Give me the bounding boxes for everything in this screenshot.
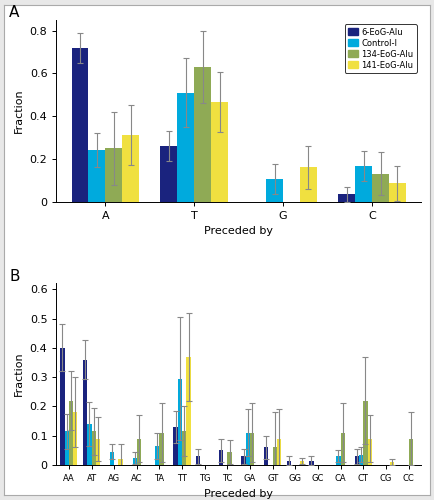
- Bar: [227, 452, 232, 465]
- Bar: [110, 452, 114, 465]
- Bar: [89, 150, 105, 202]
- Bar: [105, 148, 122, 202]
- Bar: [132, 458, 137, 465]
- Bar: [309, 460, 314, 465]
- Bar: [96, 438, 100, 465]
- Bar: [211, 102, 228, 202]
- Text: A: A: [9, 6, 20, 20]
- Bar: [359, 454, 363, 465]
- Bar: [299, 460, 304, 465]
- Bar: [390, 462, 395, 465]
- Bar: [178, 92, 194, 202]
- Bar: [83, 360, 87, 465]
- Bar: [363, 400, 368, 465]
- Bar: [408, 438, 413, 465]
- Bar: [137, 438, 141, 465]
- Bar: [161, 146, 178, 202]
- Bar: [69, 400, 73, 465]
- Bar: [355, 166, 372, 202]
- Bar: [194, 67, 211, 202]
- Y-axis label: Fraction: Fraction: [14, 88, 24, 133]
- Bar: [73, 412, 78, 465]
- Bar: [246, 433, 250, 465]
- Y-axis label: Fraction: Fraction: [14, 352, 24, 397]
- Bar: [72, 48, 89, 202]
- X-axis label: Preceded by: Preceded by: [204, 488, 273, 498]
- Bar: [219, 450, 223, 465]
- Bar: [264, 448, 268, 465]
- Bar: [277, 438, 281, 465]
- Bar: [287, 460, 291, 465]
- Bar: [338, 194, 355, 202]
- Bar: [178, 378, 182, 465]
- Bar: [92, 432, 96, 465]
- Bar: [122, 136, 139, 202]
- Bar: [196, 456, 201, 465]
- Bar: [65, 432, 69, 465]
- Bar: [118, 459, 123, 465]
- Bar: [60, 348, 65, 465]
- Bar: [87, 424, 92, 465]
- Bar: [250, 433, 254, 465]
- Bar: [355, 456, 359, 465]
- Legend: 6-EoG-Alu, Control-I, 134-EoG-Alu, 141-EoG-Alu: 6-EoG-Alu, Control-I, 134-EoG-Alu, 141-E…: [345, 24, 417, 73]
- Bar: [241, 456, 246, 465]
- Bar: [300, 168, 317, 202]
- Bar: [336, 456, 341, 465]
- Bar: [182, 432, 186, 465]
- Bar: [273, 448, 277, 465]
- Bar: [159, 433, 164, 465]
- Bar: [174, 427, 178, 465]
- X-axis label: Preceded by: Preceded by: [204, 226, 273, 236]
- Bar: [368, 438, 372, 465]
- Bar: [389, 184, 406, 202]
- Bar: [186, 356, 191, 465]
- Bar: [372, 174, 389, 202]
- Bar: [155, 446, 159, 465]
- Bar: [266, 179, 283, 202]
- Text: B: B: [9, 269, 20, 284]
- Bar: [341, 433, 345, 465]
